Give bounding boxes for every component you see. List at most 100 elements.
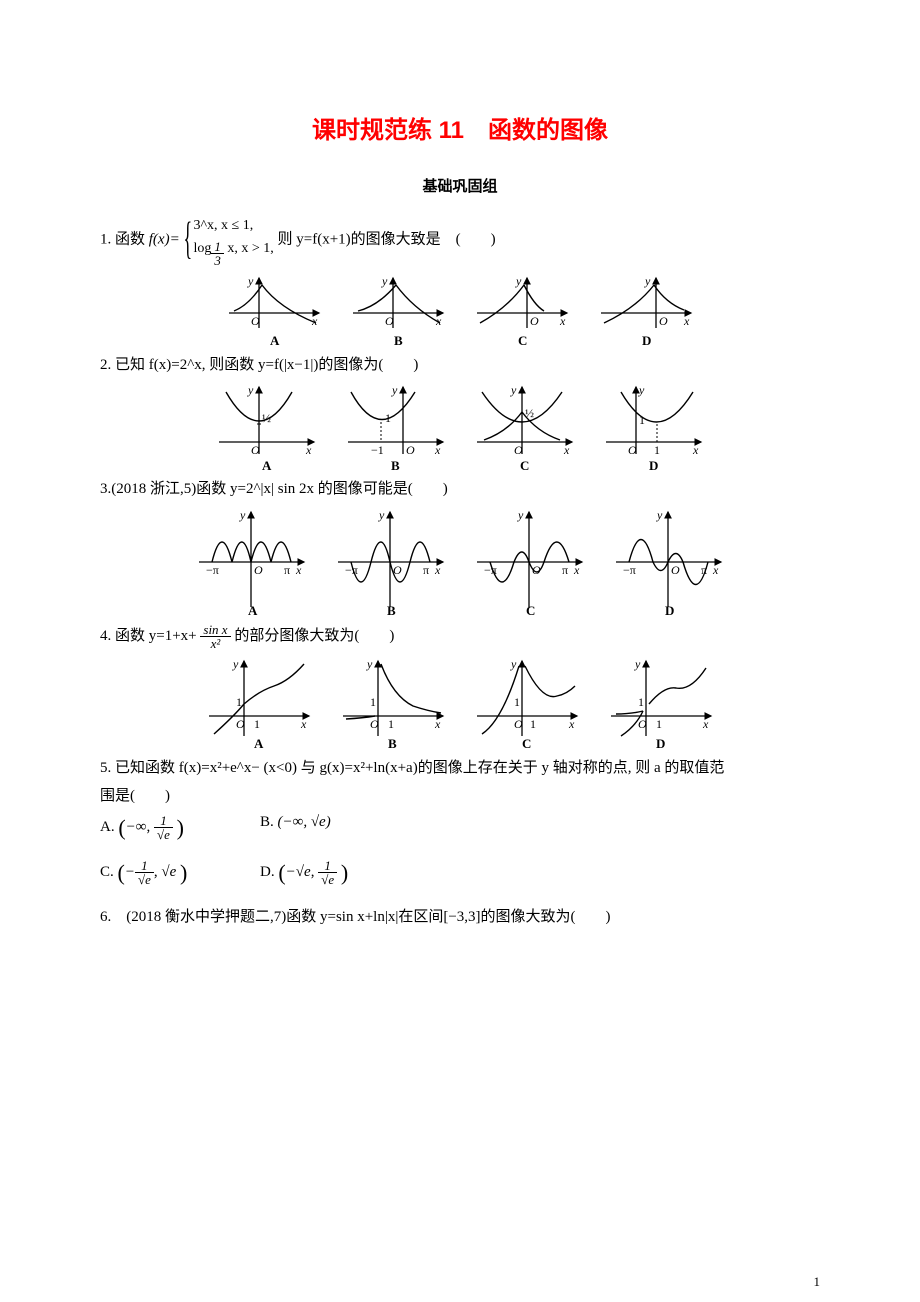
svg-text:x: x (295, 563, 302, 577)
question-4: 4. 函数 y=1+x+ sin x x² 的部分图像大致为( ) (100, 623, 820, 650)
q1-figure-row: O x y A O x y B O x y C O (100, 273, 820, 348)
svg-text:½: ½ (525, 406, 534, 420)
svg-text:O: O (514, 443, 523, 457)
svg-text:x: x (702, 717, 709, 731)
svg-text:y: y (656, 508, 663, 522)
svg-text:O: O (254, 563, 263, 577)
svg-text:1: 1 (656, 717, 662, 731)
question-3: 3.(2018 浙江,5)函数 y=2^|x| sin 2x 的图像可能是( ) (100, 478, 820, 501)
svg-text:y: y (247, 383, 254, 397)
q4-frac-num: sin x (200, 623, 230, 637)
svg-text:D: D (656, 736, 665, 751)
svg-text:y: y (378, 508, 385, 522)
q2-panel-B: Oxy 1 −1 B (343, 382, 448, 472)
q5-A-label: A. (100, 818, 115, 834)
svg-text:O: O (671, 563, 680, 577)
section-subtitle: 基础巩固组 (100, 175, 820, 196)
svg-text:O: O (514, 717, 523, 731)
svg-text:y: y (391, 383, 398, 397)
svg-text:B: B (394, 333, 403, 348)
svg-text:O: O (659, 314, 668, 328)
q5-opt-D: D. (−√e, 1√e ) (260, 859, 420, 886)
svg-text:O: O (385, 314, 394, 328)
svg-text:y: y (644, 274, 651, 288)
q5-D-open: ( (278, 859, 285, 884)
svg-text:π: π (423, 563, 429, 577)
q1-log-base-num: 1 (211, 240, 224, 254)
svg-text:O: O (251, 314, 260, 328)
svg-text:A: A (254, 736, 264, 751)
q5-C-label: C. (100, 863, 114, 879)
q4-panel-D: Oxy 1 1 D (606, 656, 716, 751)
svg-text:1: 1 (530, 717, 536, 731)
svg-text:A: A (248, 603, 258, 617)
q2-figure-row: Oxy ½ A Oxy 1 −1 B Oxy ½ C (100, 382, 820, 472)
q5-opt-A: A. (−∞, 1√e ) (100, 814, 260, 841)
svg-text:y: y (366, 657, 373, 671)
svg-text:x: x (559, 314, 566, 328)
q1-suffix: 则 y=f(x+1)的图像大致是 ( ) (278, 232, 496, 248)
page-title: 课时规范练 11 函数的图像 (100, 110, 820, 145)
q2-panel-C: Ox y ½ C (472, 382, 577, 472)
svg-text:C: C (522, 736, 531, 751)
q5-D-rd: √e (318, 873, 337, 886)
svg-text:A: A (270, 333, 280, 348)
q1-fx: f(x)= (149, 232, 180, 248)
svg-text:y: y (638, 383, 645, 397)
svg-text:C: C (520, 458, 529, 472)
svg-text:O: O (236, 717, 245, 731)
svg-text:x: x (434, 717, 441, 731)
page-number: 1 (814, 1274, 821, 1290)
svg-text:y: y (517, 508, 524, 522)
q1-panel-C: O x y C (472, 273, 572, 348)
svg-text:A: A (262, 458, 272, 472)
q3-panel-A: Oxy −π π A (194, 507, 309, 617)
svg-text:x: x (573, 563, 580, 577)
svg-text:x: x (568, 717, 575, 731)
svg-text:y: y (232, 657, 239, 671)
svg-text:x: x (683, 314, 690, 328)
q1-piece2-tail: x, x > 1, (227, 241, 273, 256)
q1-log: log (193, 241, 211, 256)
q4-panel-A: Oxy 1 1 A (204, 656, 314, 751)
q4-figure-row: Oxy 1 1 A Oxy 1 1 B Oxy 1 1 C (100, 656, 820, 751)
q5-opt-C: C. (−1√e, √e ) (100, 859, 260, 886)
q5-opt-B: B. (−∞, √e) (260, 814, 420, 841)
q5-C-right: √e (161, 863, 176, 879)
q1-piece1: 3^x, x ≤ 1, (193, 218, 253, 233)
q4-panel-C: Oxy 1 1 C (472, 656, 582, 751)
svg-text:y: y (381, 274, 388, 288)
svg-text:1: 1 (254, 717, 260, 731)
svg-text:B: B (387, 603, 396, 617)
q5-options: A. (−∞, 1√e ) B. (−∞, √e) C. (−1√e, √e )… (100, 814, 820, 892)
q5-A-rn: 1 (154, 814, 173, 828)
q5-C-ld: √e (135, 873, 154, 886)
svg-text:y: y (510, 657, 517, 671)
q5-A-left: −∞ (126, 818, 147, 834)
q5-A-open: ( (118, 814, 125, 839)
svg-text:−1: −1 (371, 443, 384, 457)
q3-figure-row: Oxy −π π A Oxy −π π B Oxy −π π C Ox (100, 507, 820, 617)
svg-text:O: O (628, 443, 637, 457)
svg-text:D: D (642, 333, 651, 348)
svg-text:y: y (515, 274, 522, 288)
svg-text:O: O (406, 443, 415, 457)
q2-panel-A: Oxy ½ A (214, 382, 319, 472)
svg-text:1: 1 (385, 411, 391, 425)
svg-text:π: π (562, 563, 568, 577)
q5-B-text: (−∞, √e) (278, 814, 331, 830)
svg-text:y: y (510, 383, 517, 397)
svg-text:x: x (434, 443, 441, 457)
svg-text:O: O (638, 717, 647, 731)
svg-text:C: C (526, 603, 535, 617)
svg-text:1: 1 (388, 717, 394, 731)
svg-text:O: O (530, 314, 539, 328)
q5-D-left: −√e (286, 863, 311, 879)
svg-text:y: y (634, 657, 641, 671)
svg-text:x: x (563, 443, 570, 457)
q3-panel-B: Oxy −π π B (333, 507, 448, 617)
svg-text:y: y (239, 508, 246, 522)
q4-frac-den: x² (200, 637, 230, 650)
svg-text:1: 1 (370, 695, 376, 709)
q1-prefix: 1. 函数 (100, 232, 149, 248)
